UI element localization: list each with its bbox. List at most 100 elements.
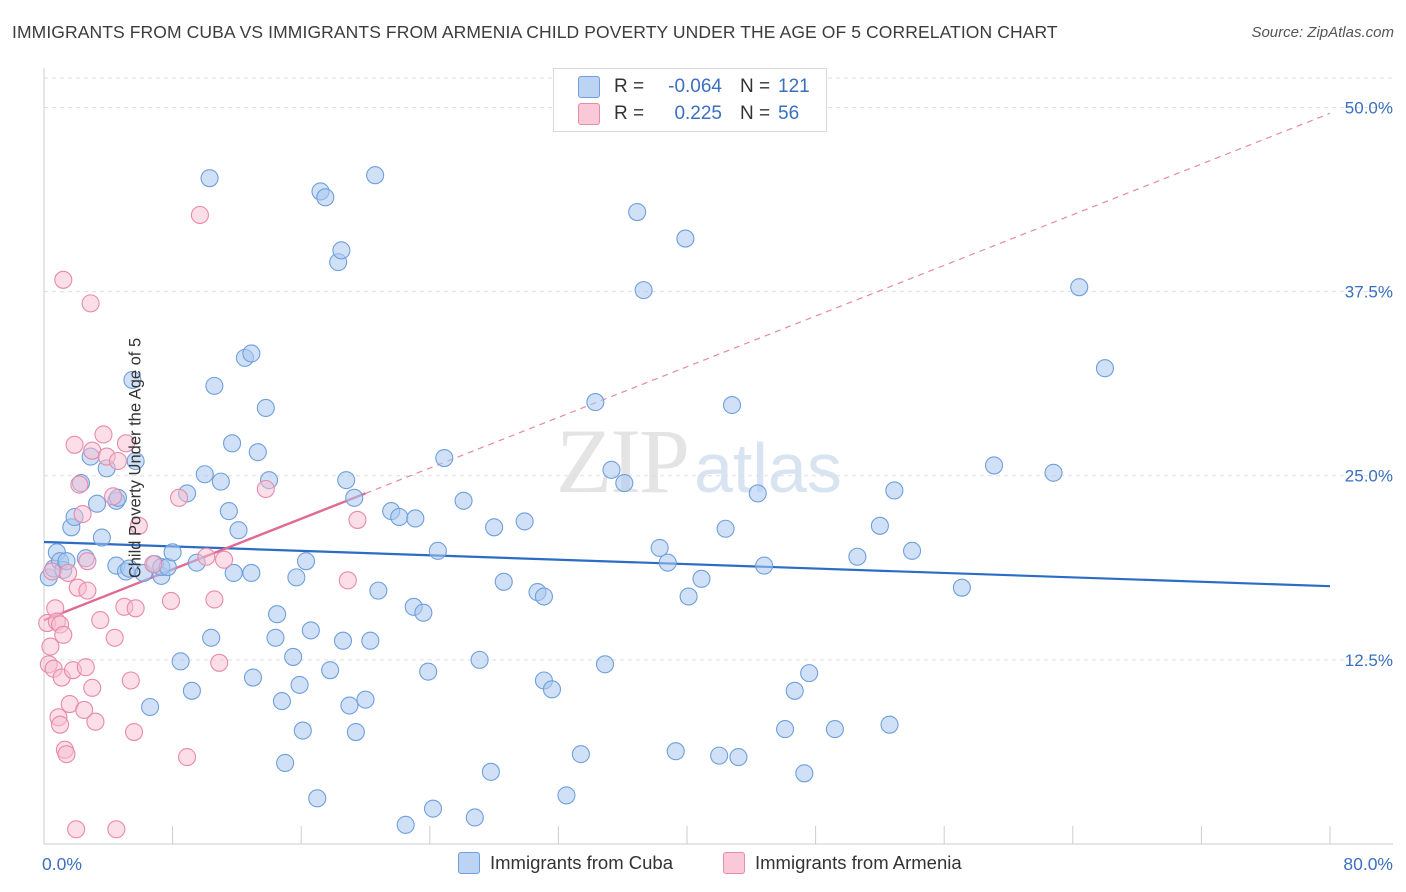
- cuba-point: [595, 655, 615, 674]
- cuba-point: [428, 541, 447, 560]
- armenia-point: [178, 748, 197, 767]
- armenia-point: [116, 434, 136, 453]
- watermark: ZIPatlas: [556, 408, 842, 514]
- armenia-point: [210, 653, 229, 672]
- armenia-point: [54, 270, 73, 289]
- cuba-point: [848, 547, 867, 566]
- armenia-point: [65, 435, 84, 454]
- y-axis-label: Child Poverty Under the Age of 5: [126, 337, 145, 579]
- cuba-point: [337, 471, 356, 490]
- cuba-point: [481, 762, 500, 781]
- cuba-point: [92, 528, 111, 547]
- cuba-point: [287, 568, 306, 587]
- cuba-point: [316, 188, 335, 207]
- cuba-point: [390, 507, 409, 527]
- armenia-point: [76, 658, 95, 677]
- legend-swatch-cuba: [578, 76, 600, 98]
- cuba-point: [716, 519, 735, 538]
- cuba-point: [870, 516, 889, 535]
- cuba-point: [676, 229, 695, 248]
- cuba-point: [308, 789, 327, 808]
- cuba-point: [423, 799, 443, 818]
- armenia-point: [105, 628, 124, 647]
- cuba-point: [126, 451, 145, 471]
- armenia-point: [81, 294, 100, 313]
- cuba-point: [880, 715, 899, 734]
- cuba-point: [200, 169, 219, 188]
- cuba-point: [952, 578, 971, 597]
- cuba-point: [1095, 359, 1114, 378]
- cuba-point: [202, 628, 221, 647]
- cuba-point: [666, 742, 685, 761]
- cuba-point: [800, 664, 819, 683]
- legend-n-value: 121: [778, 76, 810, 97]
- cuba-point: [266, 628, 285, 647]
- legend-swatch-armenia: [578, 103, 600, 125]
- cuba-point: [171, 652, 190, 671]
- armenia-point: [54, 625, 73, 644]
- cuba-point: [615, 474, 634, 493]
- cuba-point: [223, 434, 242, 453]
- chart-title: IMMIGRANTS FROM CUBA VS IMMIGRANTS FROM …: [12, 22, 1058, 42]
- series-legend-cuba: Immigrants from Cuba: [458, 852, 673, 874]
- armenia-point: [94, 425, 113, 444]
- armenia-point: [57, 745, 76, 764]
- trend-lines: [43, 112, 1331, 622]
- y-tick-label: 12.5%: [1345, 651, 1393, 670]
- cuba-point: [515, 512, 534, 531]
- cuba-point: [163, 543, 182, 562]
- armenia-point: [197, 547, 216, 566]
- armenia-point: [70, 475, 89, 494]
- armenia-point: [42, 562, 62, 581]
- cuba-point: [571, 745, 590, 764]
- armenia-point: [124, 722, 144, 742]
- cuba-point: [557, 786, 576, 805]
- cuba-point: [248, 443, 267, 462]
- cuba-point: [242, 563, 261, 583]
- cuba-point: [586, 393, 605, 412]
- cuba-point: [692, 569, 711, 588]
- cuba-point: [710, 746, 729, 765]
- cuba-point: [369, 581, 388, 600]
- cuba-point: [333, 631, 353, 650]
- series-label-armenia: Immigrants from Armenia: [755, 852, 962, 873]
- armenia-point: [348, 510, 367, 529]
- armenia-point: [144, 555, 163, 574]
- cuba-point: [290, 675, 309, 694]
- cuba-point: [332, 241, 351, 260]
- cuba-point: [1044, 463, 1063, 482]
- legend-r-value: -0.064: [668, 76, 722, 97]
- cuba-point: [1070, 278, 1089, 297]
- cuba-point: [650, 538, 669, 557]
- legend-r-value: 0.225: [674, 103, 722, 124]
- cuba-point: [224, 563, 243, 583]
- cuba-point: [195, 465, 214, 484]
- armenia-point: [78, 552, 97, 571]
- cuba-points: [39, 166, 1114, 834]
- cuba-point: [340, 696, 359, 715]
- x-tick-label-min: 0.0%: [42, 854, 82, 874]
- legend-row-armenia: R = 0.225 N = 56: [578, 101, 799, 127]
- series-swatch-cuba: [458, 852, 480, 874]
- cuba-point: [658, 553, 677, 572]
- cuba-point: [141, 697, 160, 717]
- armenia-point: [86, 712, 105, 731]
- armenia-point: [338, 571, 357, 590]
- cuba-point: [272, 692, 291, 711]
- cuba-point: [356, 690, 375, 709]
- cuba-point: [485, 518, 504, 537]
- cuba-point: [87, 494, 107, 513]
- legend-n-label: N =: [740, 76, 771, 97]
- cuba-point: [722, 395, 742, 415]
- cuba-point: [205, 376, 224, 395]
- legend-r-label: R =: [614, 103, 645, 124]
- armenia-point: [205, 590, 224, 609]
- cuba-point: [182, 681, 201, 700]
- cuba-point: [542, 680, 562, 699]
- armenia-point: [67, 820, 86, 839]
- axes: [43, 68, 1393, 845]
- cuba-point: [748, 484, 767, 503]
- cuba-point: [321, 661, 340, 680]
- cuba-point: [276, 753, 295, 773]
